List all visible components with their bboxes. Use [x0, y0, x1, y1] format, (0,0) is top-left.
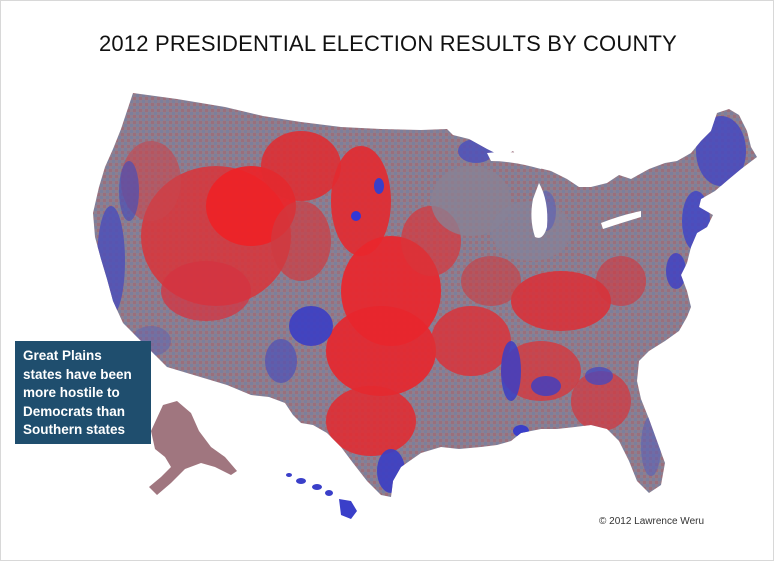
annotation-line: Southern states: [23, 422, 126, 437]
lake-michigan: [531, 183, 548, 238]
annotation-line: states have been: [23, 366, 132, 382]
annotation-line: Democrats than: [23, 403, 126, 419]
lake-erie: [601, 211, 641, 229]
annotation-box: Great Plains states have been more hosti…: [15, 341, 151, 444]
annotation-line: more hostile to: [23, 385, 120, 400]
copyright-credit: © 2012 Lawrence Weru: [599, 516, 705, 527]
map-title: 2012 PRESIDENTIAL ELECTION RESULTS BY CO…: [98, 31, 678, 56]
annotation-line: Great Plains: [23, 348, 102, 363]
annotation-text: Great Plains states have been more hosti…: [23, 347, 143, 440]
alaska-region: [149, 401, 237, 495]
hawaii-region: [286, 473, 357, 519]
county-result-shading: [97, 116, 746, 493]
lake-superior: [487, 152, 549, 169]
